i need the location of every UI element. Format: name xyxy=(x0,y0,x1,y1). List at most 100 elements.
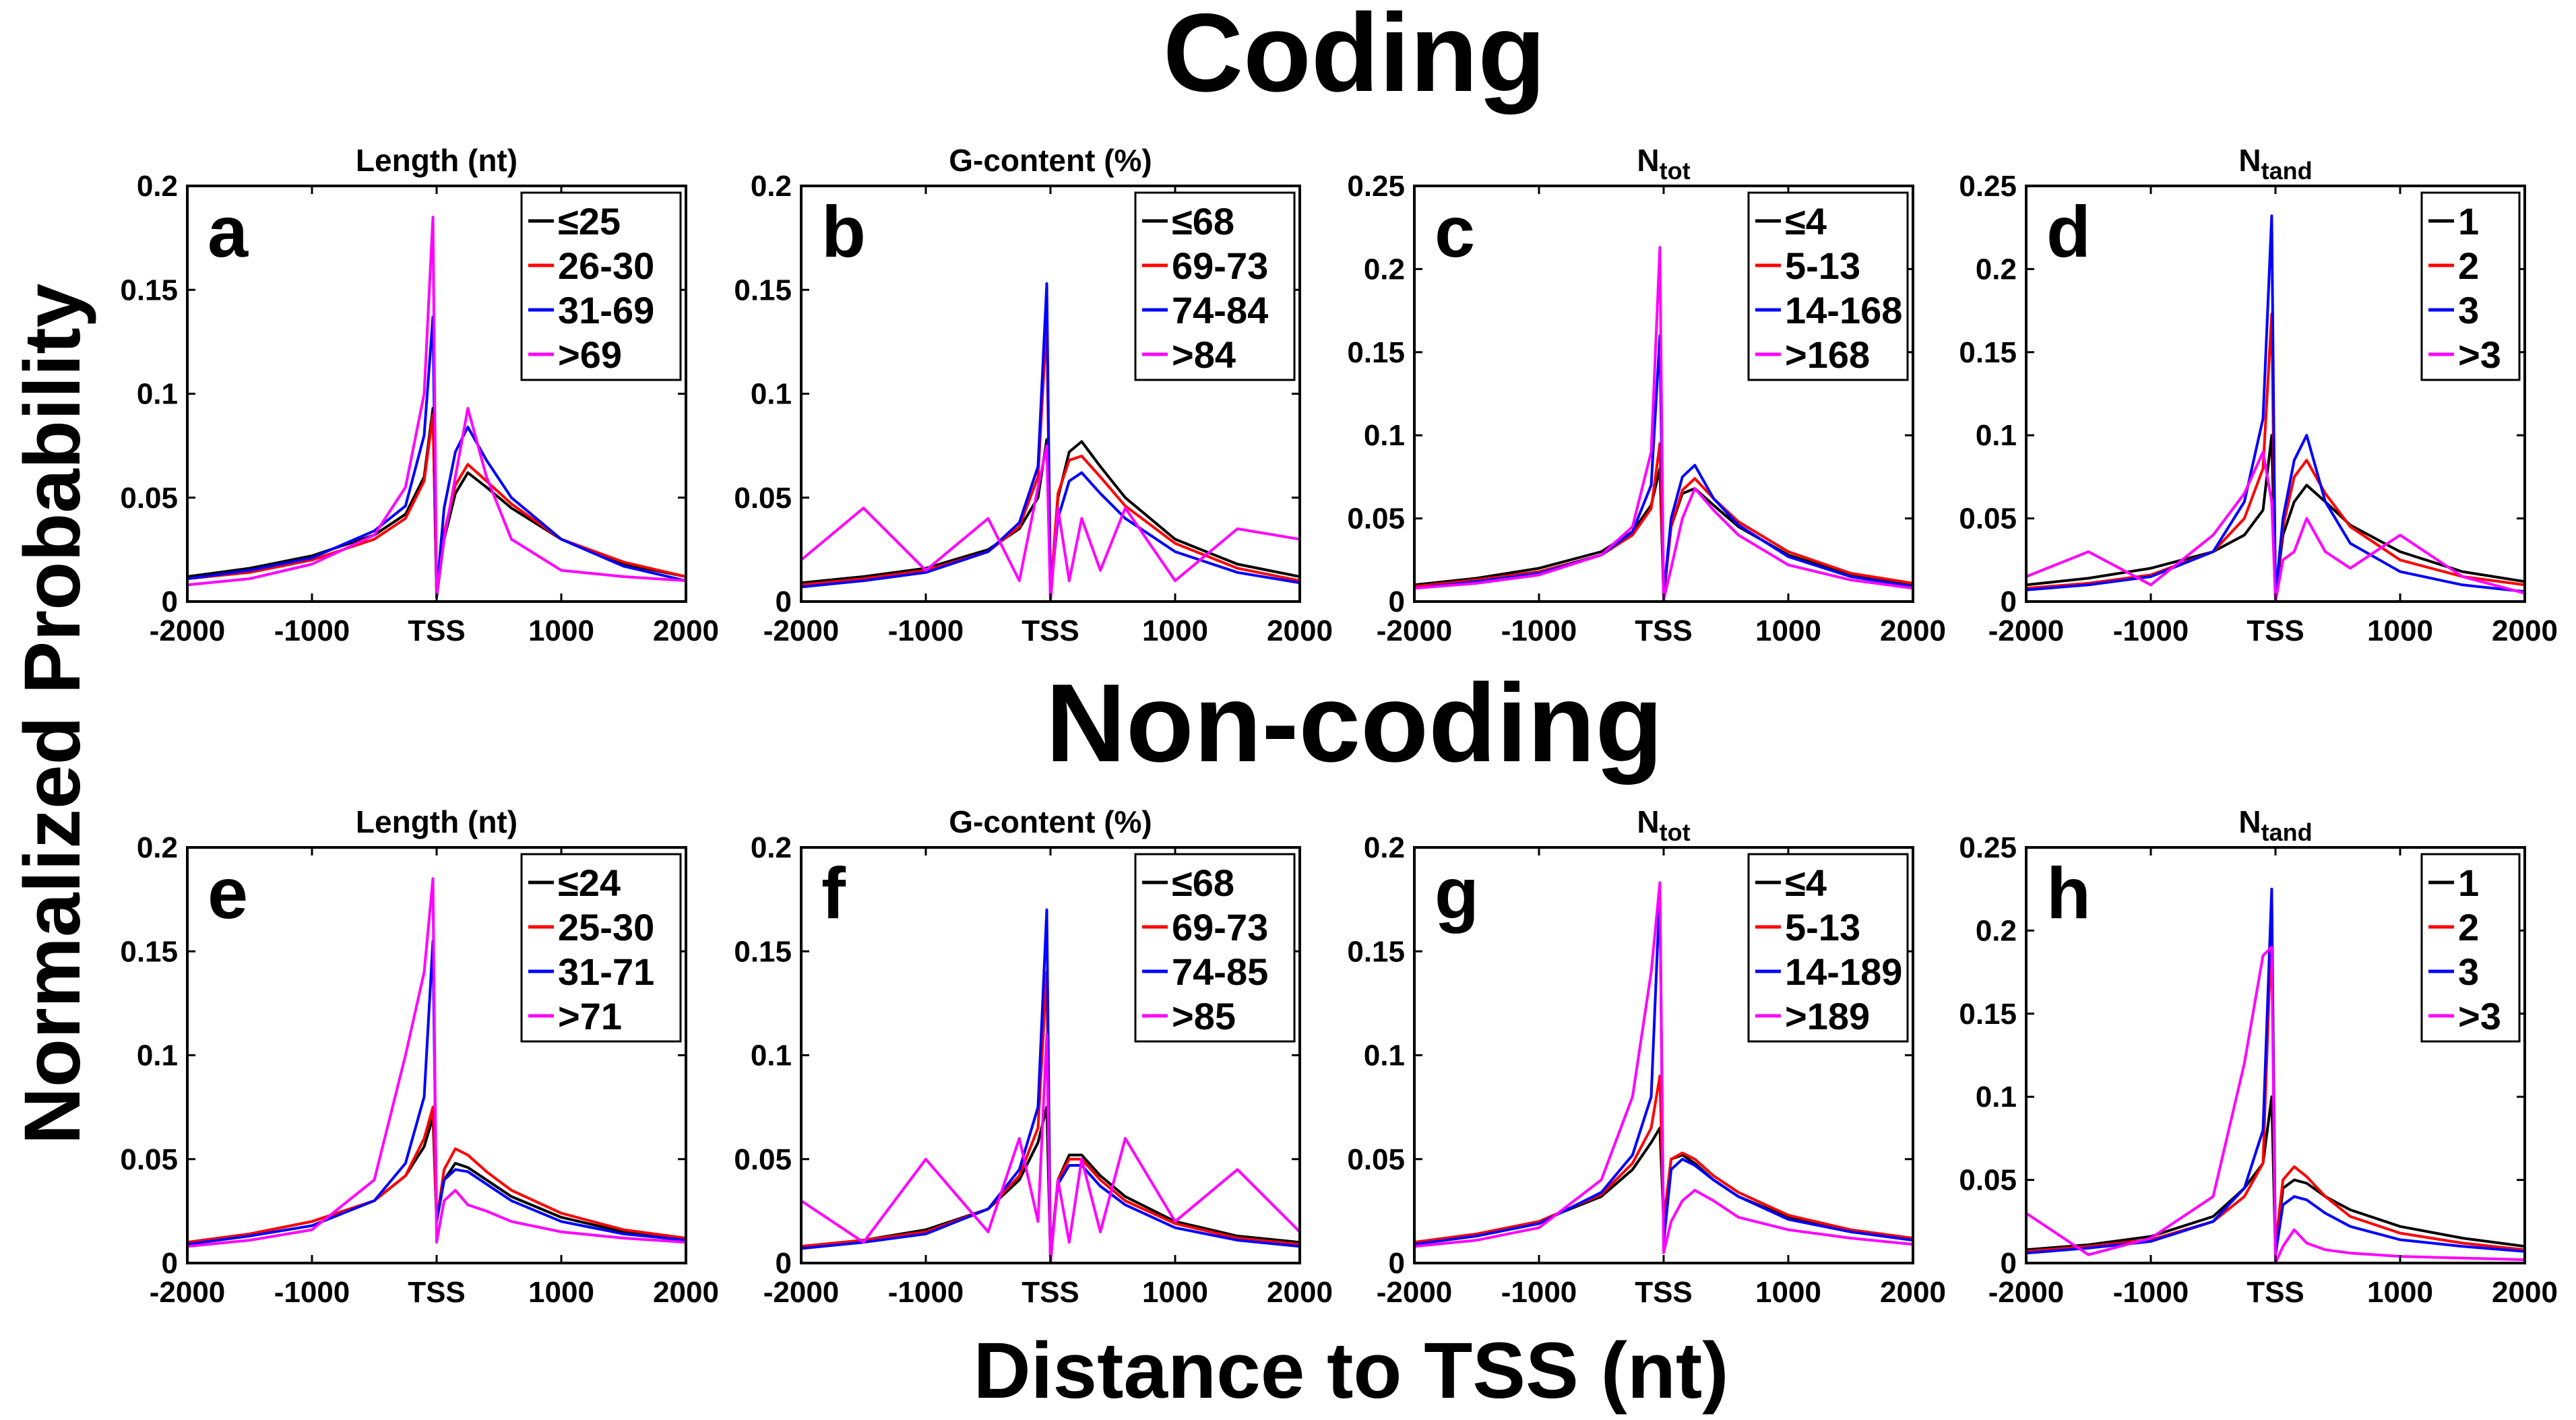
y-tick-label: 0 xyxy=(2001,585,2017,618)
x-tick-label: TSS xyxy=(408,1276,466,1309)
panel-b: G-content (%) 0 0.05 0.1 0.15 0.2 -2000 -1000 TS… xyxy=(734,143,1333,647)
legend-frame xyxy=(1134,191,1296,381)
legend-entry: 25-30 xyxy=(558,906,654,948)
series-group xyxy=(801,908,1300,1263)
x-tick-label: 2000 xyxy=(653,1276,719,1309)
legend-entry: 69-73 xyxy=(1172,906,1268,948)
y-tick-label: 0.1 xyxy=(751,378,792,411)
panel-title: Ntand xyxy=(2238,143,2312,185)
y-tick-label: 0.1 xyxy=(137,378,178,411)
x-tick-label: -1000 xyxy=(888,1276,964,1309)
section-title-coding: Coding xyxy=(1163,0,1546,115)
y-tick-label: 0.2 xyxy=(137,831,178,864)
panel-g: Ntot 0 0.05 0.1 0.15 0.2 -2000 -1000 TSS 1000 2000… xyxy=(1347,804,1946,1309)
y-tick-label: 0.15 xyxy=(734,273,792,306)
series-line-4 xyxy=(187,216,686,597)
series-line-3 xyxy=(187,315,686,595)
legend-entry: >71 xyxy=(558,995,622,1037)
legend-entry: >69 xyxy=(558,333,622,376)
legend-entry: >3 xyxy=(2458,333,2501,376)
x-tick-label: -2000 xyxy=(763,614,840,647)
panel-label: h xyxy=(2046,852,2091,934)
legend-entry: 3 xyxy=(2458,950,2479,993)
y-tick-label: 0.25 xyxy=(1959,170,2017,203)
legend-entry: 2 xyxy=(2458,906,2479,948)
legend-entry: 5-13 xyxy=(1785,245,1860,287)
legend-entry: 74-84 xyxy=(1172,289,1268,331)
legend: 123>3 xyxy=(2420,191,2521,381)
series-group xyxy=(187,877,686,1248)
y-tick-label: 0 xyxy=(776,585,792,618)
series-line-4 xyxy=(1414,881,1913,1254)
y-tick-label: 0.05 xyxy=(120,1143,178,1176)
x-axis-title: Distance to TSS (nt) xyxy=(973,1326,1728,1415)
y-tick-label: 0.1 xyxy=(137,1039,178,1072)
x-tick-label: 2000 xyxy=(1267,1276,1333,1309)
panel-label: g xyxy=(1435,852,1479,934)
panel-d: Ntand 0 0.05 0.1 0.15 0.2 0.25 -2000 -1000 TSS 100… xyxy=(1959,143,2558,647)
y-tick-label: 0.25 xyxy=(1347,170,1405,203)
y-tick-label: 0 xyxy=(1389,1247,1405,1280)
y-tick-label: 0.1 xyxy=(1364,1039,1405,1072)
x-tick-label: TSS xyxy=(1022,1276,1079,1309)
legend-frame xyxy=(2420,853,2521,1043)
x-tick-label: 1000 xyxy=(528,614,594,647)
panel-a: Length (nt) 0 0.05 0.1 0.15 0.2 -2000 -1000 TSS 1… xyxy=(120,143,719,647)
panel-label: c xyxy=(1435,191,1475,272)
panel-c: Ntot 0 0.05 0.1 0.15 0.2 0.25 -2000 -1000 TSS 1000… xyxy=(1347,143,1946,647)
y-axis-title: Normalized Probability xyxy=(8,284,97,1145)
legend-entry: 1 xyxy=(2458,862,2479,904)
x-tick-label: -1000 xyxy=(888,614,964,647)
legend-entry: ≤4 xyxy=(1785,200,1827,243)
x-tick-label: 1000 xyxy=(2367,614,2433,647)
legend-frame xyxy=(1747,191,1909,381)
panel-title: Length (nt) xyxy=(356,804,517,839)
legend-entry: 14-189 xyxy=(1785,950,1902,993)
x-tick-label: 2000 xyxy=(2492,614,2558,647)
series-line-4 xyxy=(1414,246,1913,602)
x-tick-label: 1000 xyxy=(1142,614,1208,647)
y-tick-label: 0.1 xyxy=(1976,419,2017,452)
panels: Length (nt) 0 0.05 0.1 0.15 0.2 -2000 -1000 TSS 1… xyxy=(120,143,2558,1309)
legend-entry: 3 xyxy=(2458,289,2479,331)
panel-title-main: Length (nt) xyxy=(356,804,517,839)
legend-entry: ≤68 xyxy=(1172,862,1234,904)
y-tick-label: 0.05 xyxy=(1959,1164,2017,1197)
legend-entry: 1 xyxy=(2458,200,2479,243)
y-tick-label: 0.05 xyxy=(1347,503,1405,536)
series-line-4 xyxy=(801,444,1300,602)
x-tick-label: TSS xyxy=(2247,614,2304,647)
panel-title-main: N xyxy=(1637,143,1659,178)
series-line-4 xyxy=(2026,946,2525,1263)
x-tick-label: -2000 xyxy=(1988,614,2065,647)
panel-title-subscript: tand xyxy=(2261,818,2313,846)
x-tick-label: 2000 xyxy=(1880,614,1946,647)
legend-entry: 14-168 xyxy=(1785,289,1902,331)
x-tick-label: -1000 xyxy=(1501,1276,1577,1309)
x-tick-label: -1000 xyxy=(2113,1276,2189,1309)
legend-entry: >85 xyxy=(1172,995,1236,1037)
y-tick-label: 0.2 xyxy=(1364,253,1405,286)
x-tick-label: -2000 xyxy=(150,1276,226,1309)
y-tick-label: 0.15 xyxy=(120,273,178,306)
x-tick-label: -1000 xyxy=(274,614,350,647)
y-tick-label: 0.05 xyxy=(1347,1143,1405,1176)
x-tick-label: -1000 xyxy=(1501,614,1577,647)
y-tick-label: 0 xyxy=(162,585,178,618)
legend: 123>3 xyxy=(2420,853,2521,1043)
series-line-4 xyxy=(187,877,686,1248)
y-tick-label: 0 xyxy=(1389,585,1405,618)
series-line-4 xyxy=(801,1033,1300,1263)
x-tick-label: 1000 xyxy=(1755,1276,1821,1309)
y-tick-label: 0.2 xyxy=(1364,831,1405,864)
section-title-noncoding: Non-coding xyxy=(1046,661,1663,785)
y-tick-label: 0.15 xyxy=(1959,336,2017,369)
x-tick-label: -2000 xyxy=(150,614,226,647)
series-line-4 xyxy=(2026,450,2525,602)
series-group xyxy=(187,216,686,599)
legend-entry: >84 xyxy=(1172,333,1236,376)
